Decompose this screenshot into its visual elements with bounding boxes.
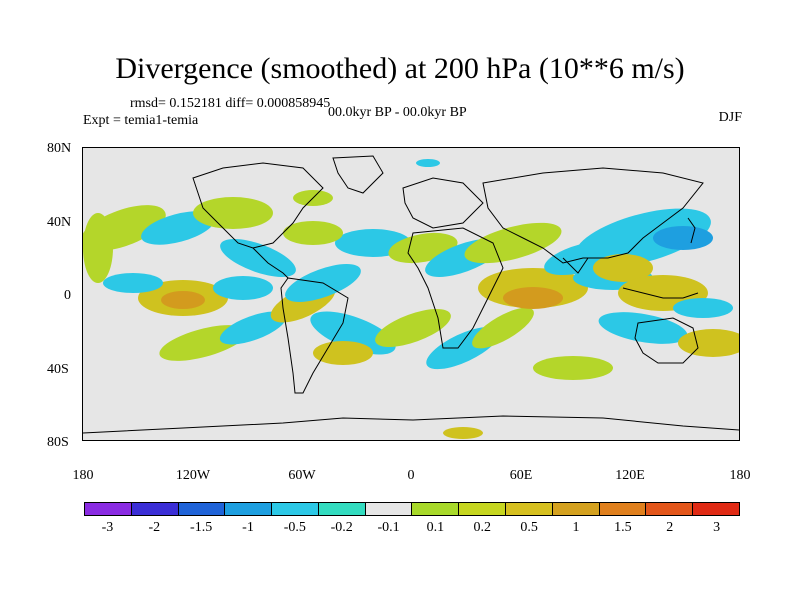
maritime-continent-coast [622, 287, 699, 299]
colorbar-label: 0.5 [520, 520, 538, 535]
colorbar-label: -0.5 [283, 520, 306, 535]
div-blob [161, 291, 205, 309]
experiment-label: Expt = temia1-temia [83, 113, 199, 128]
europe-coast [402, 177, 484, 229]
colorbar [84, 502, 740, 516]
colorbar-swatch [272, 503, 319, 515]
colorbar-label: 3 [713, 520, 721, 535]
divergence-field [83, 159, 739, 439]
div-blob [593, 254, 653, 282]
colorbar-label: -1.5 [190, 520, 213, 535]
lon-label-0: 0 [407, 468, 415, 483]
div-blob [83, 213, 113, 283]
colorbar-swatch [506, 503, 553, 515]
lon-label-120e: 120E [615, 468, 645, 483]
lon-label-180w: 180 [72, 468, 94, 483]
lon-label-180e: 180 [729, 468, 751, 483]
divergence-map [82, 147, 740, 441]
greenland-coast [332, 155, 384, 194]
colorbar-label: -1 [242, 520, 254, 535]
colorbar-swatch [459, 503, 507, 515]
colorbar-label: -3 [101, 520, 114, 535]
central-america-coast [252, 247, 289, 279]
colorbar-label: -0.2 [330, 520, 353, 535]
div-blob [310, 311, 396, 355]
colorbar-label: 0.1 [426, 520, 445, 535]
rmsd-diff-text: rmsd= 0.152181 diff= 0.000858945 [130, 96, 331, 111]
colorbar-swatch [365, 503, 413, 515]
div-blob [673, 298, 733, 318]
colorbar-swatch [412, 503, 460, 515]
div-blob [193, 197, 273, 229]
div-blob [653, 226, 713, 250]
colorbar-label: 2 [666, 520, 674, 535]
australia-coast [634, 317, 699, 364]
season-label: DJF [718, 110, 742, 125]
div-blob [219, 311, 287, 345]
div-blob [283, 221, 343, 245]
lat-label-40s: 40S [47, 362, 69, 377]
chart-title: Divergence (smoothed) at 200 hPa (10**6 … [115, 52, 685, 85]
colorbar-swatch [178, 503, 226, 515]
div-blob [533, 356, 613, 380]
colorbar-swatch [599, 503, 647, 515]
div-blob [103, 273, 163, 293]
south-america-coast [280, 277, 349, 394]
colorbar-swatch [131, 503, 179, 515]
div-blob [464, 222, 562, 264]
lat-label-0: 0 [64, 288, 71, 303]
colorbar-swatch [646, 503, 694, 515]
lat-label-80s: 80S [47, 435, 69, 450]
period-label: 00.0kyr BP - 00.0kyr BP [328, 105, 467, 120]
div-blob [678, 329, 739, 357]
lat-label-80n: 80N [47, 141, 72, 156]
india-coast [562, 257, 589, 274]
antarctica-coast [83, 415, 739, 434]
div-blob [472, 307, 534, 349]
lat-label-40n: 40N [47, 215, 72, 230]
div-blob [375, 309, 451, 347]
lon-label-60w: 60W [288, 468, 316, 483]
div-blob [443, 427, 483, 439]
north-america-coast [192, 162, 324, 249]
coastlines [83, 155, 739, 434]
div-blob [598, 312, 688, 344]
colorbar-swatch [552, 503, 600, 515]
colorbar-swatch [693, 503, 739, 515]
div-blob [141, 211, 215, 245]
div-blob [213, 276, 273, 300]
colorbar-label: -0.1 [377, 520, 400, 535]
colorbar-label: 1.5 [614, 520, 632, 535]
colorbar-swatch [85, 503, 132, 515]
colorbar-label: -2 [148, 520, 161, 535]
lon-label-120w: 120W [175, 468, 211, 483]
div-blob [416, 159, 440, 167]
japan-coast [687, 217, 696, 244]
div-blob [220, 239, 296, 277]
asia-coast [482, 167, 704, 264]
colorbar-label: 0.2 [473, 520, 492, 535]
div-blob [313, 341, 373, 365]
colorbar-swatch [225, 503, 273, 515]
lon-label-60e: 60E [509, 468, 533, 483]
colorbar-label: 1 [572, 520, 580, 535]
africa-coast [407, 227, 504, 349]
div-blob [503, 287, 563, 309]
map-canvas [83, 155, 739, 439]
colorbar-swatch [318, 503, 366, 515]
